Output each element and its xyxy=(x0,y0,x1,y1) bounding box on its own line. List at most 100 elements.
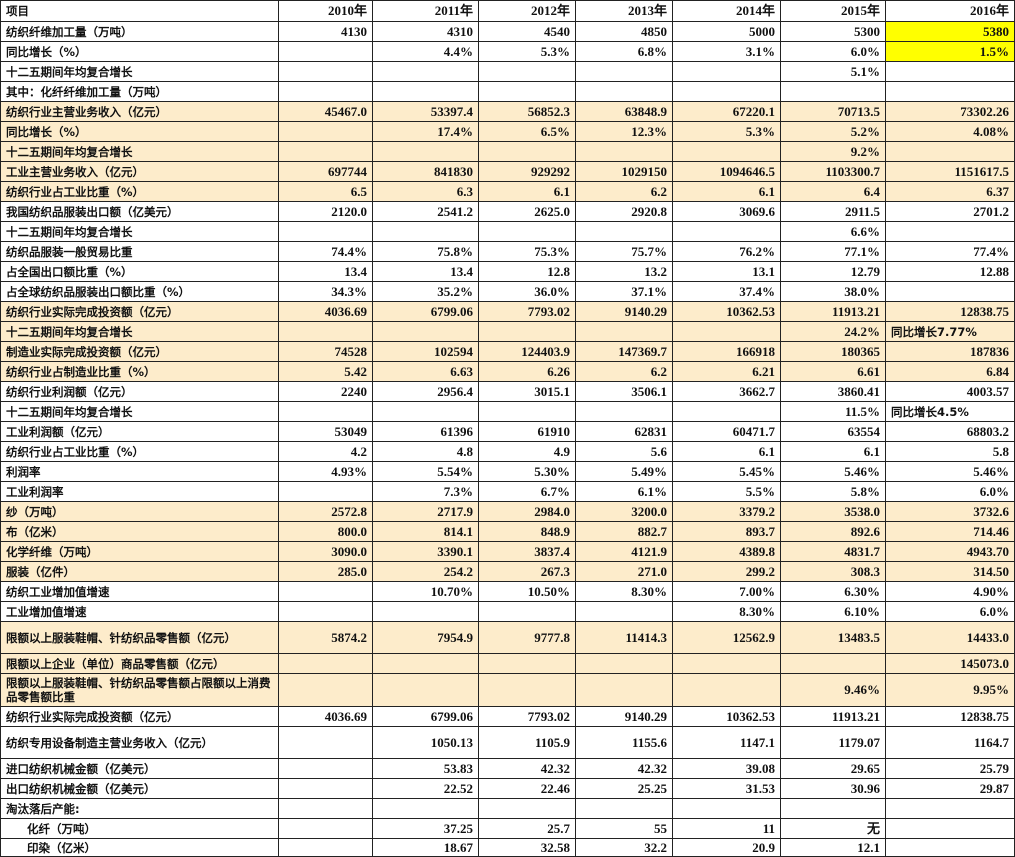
cell-2010: 2240 xyxy=(278,381,373,402)
cell-2014 xyxy=(672,81,781,102)
header-year-2014: 2014年 xyxy=(672,0,781,22)
cell-2014: 11 xyxy=(672,818,781,839)
cell-2014: 5.3% xyxy=(672,121,781,142)
cell-2013: 3506.1 xyxy=(575,381,673,402)
table-row: 纺织纤维加工量（万吨） 4130 4310 4540 4850 5000 5300 5380 xyxy=(0,21,1015,42)
table-row: 制造业实际完成投资额（亿元） 74528 102594 124403.9 147369.… xyxy=(0,341,1015,362)
cell-2015: 3538.0 xyxy=(780,501,886,522)
cell-2016 xyxy=(885,81,1015,102)
cell-2014: 1147.1 xyxy=(672,726,781,759)
cell-2014: 3379.2 xyxy=(672,501,781,522)
table-row: 十二五期间年均复合增长 5.1% xyxy=(0,61,1015,82)
row-label: 限额以上服装鞋帽、针纺织品零售额占限额以上消费品零售额比重 xyxy=(0,673,279,707)
cell-2016: 4003.57 xyxy=(885,381,1015,402)
table-row: 同比增长（%） 4.4% 5.3% 6.8% 3.1% 6.0% 1.5% xyxy=(0,41,1015,62)
cell-2010: 45467.0 xyxy=(278,101,373,122)
cell-2011 xyxy=(372,673,479,707)
cell-2014: 67220.1 xyxy=(672,101,781,122)
row-label: 纺织行业实际完成投资额（亿元） xyxy=(0,706,279,727)
table-row: 限额以上服装鞋帽、针纺织品零售额占限额以上消费品零售额比重 9.46% 9.95% xyxy=(0,673,1015,707)
cell-2013 xyxy=(575,673,673,707)
cell-2015: 6.1 xyxy=(780,441,886,462)
cell-2016 xyxy=(885,838,1015,857)
cell-2011: 6.63 xyxy=(372,361,479,382)
row-label: 工业利润率 xyxy=(0,481,279,502)
cell-2014: 8.30% xyxy=(672,601,781,622)
cell-2013: 5.49% xyxy=(575,461,673,482)
cell-2016: 1151617.5 xyxy=(885,161,1015,182)
cell-2013: 4850 xyxy=(575,21,673,42)
cell-2010 xyxy=(278,121,373,142)
row-label: 限额以上服装鞋帽、针纺织品零售额（亿元） xyxy=(0,621,279,654)
cell-2010 xyxy=(278,601,373,622)
cell-2015: 70713.5 xyxy=(780,101,886,122)
cell-2013: 9140.29 xyxy=(575,301,673,322)
cell-2013: 6.2 xyxy=(575,361,673,382)
cell-2015: 308.3 xyxy=(780,561,886,582)
cell-2015: 77.1% xyxy=(780,241,886,262)
table-row: 其中：化纤纤维加工量（万吨） xyxy=(0,81,1015,102)
row-label: 我国纺织品服装出口额（亿美元） xyxy=(0,201,279,222)
cell-2014: 4389.8 xyxy=(672,541,781,562)
cell-2011: 13.4 xyxy=(372,261,479,282)
cell-2010: 4036.69 xyxy=(278,706,373,727)
row-label: 十二五期间年均复合增长 xyxy=(0,61,279,82)
cell-2016: 6.84 xyxy=(885,361,1015,382)
cell-2014: 3662.7 xyxy=(672,381,781,402)
cell-2012: 6.1 xyxy=(478,181,576,202)
cell-2012 xyxy=(478,321,576,342)
header-year-2010: 2010年 xyxy=(278,0,373,22)
row-label: 同比增长（%） xyxy=(0,41,279,62)
cell-2010: 3090.0 xyxy=(278,541,373,562)
row-label: 其中：化纤纤维加工量（万吨） xyxy=(0,81,279,102)
cell-2012: 5.30% xyxy=(478,461,576,482)
cell-2011 xyxy=(372,61,479,82)
cell-2013: 63848.9 xyxy=(575,101,673,122)
cell-2016: 4.08% xyxy=(885,121,1015,142)
cell-2014: 3069.6 xyxy=(672,201,781,222)
cell-2016 xyxy=(885,221,1015,242)
table-row: 化纤（万吨） 37.25 25.7 55 11 无 xyxy=(0,818,1015,839)
cell-2013 xyxy=(575,798,673,819)
cell-2015: 6.6% xyxy=(780,221,886,242)
cell-2012: 7793.02 xyxy=(478,706,576,727)
cell-2016: 145073.0 xyxy=(885,653,1015,674)
cell-2014: 6.1 xyxy=(672,441,781,462)
table-row: 纺织行业实际完成投资额（亿元） 4036.69 6799.06 7793.02 9140… xyxy=(0,706,1015,727)
table-row: 十二五期间年均复合增长 11.5% 同比增长4.5% xyxy=(0,401,1015,422)
cell-2010 xyxy=(278,41,373,62)
table-body: 纺织纤维加工量（万吨） 4130 4310 4540 4850 5000 5300 5380 同… xyxy=(0,21,1015,857)
cell-2010 xyxy=(278,221,373,242)
cell-2013: 9140.29 xyxy=(575,706,673,727)
cell-2011: 6.3 xyxy=(372,181,479,202)
cell-2013 xyxy=(575,221,673,242)
cell-2013: 25.25 xyxy=(575,778,673,799)
cell-2011 xyxy=(372,321,479,342)
cell-2010: 4036.69 xyxy=(278,301,373,322)
cell-2015: 24.2% xyxy=(780,321,886,342)
cell-2013: 12.3% xyxy=(575,121,673,142)
table-row: 限额以上服装鞋帽、针纺织品零售额（亿元） 5874.2 7954.9 9777.8 11… xyxy=(0,621,1015,654)
cell-2013: 75.7% xyxy=(575,241,673,262)
cell-2011: 22.52 xyxy=(372,778,479,799)
cell-2012 xyxy=(478,673,576,707)
cell-2014: 6.21 xyxy=(672,361,781,382)
cell-2010: 6.5 xyxy=(278,181,373,202)
row-label: 纺织工业增加值增速 xyxy=(0,581,279,602)
cell-2011: 35.2% xyxy=(372,281,479,302)
cell-2016 xyxy=(885,141,1015,162)
cell-2014: 893.7 xyxy=(672,521,781,542)
cell-2014: 3.1% xyxy=(672,41,781,62)
cell-2016: 9.95% xyxy=(885,673,1015,707)
table-row: 纺织工业增加值增速 10.70% 10.50% 8.30% 7.00% 6.30% 4.90… xyxy=(0,581,1015,602)
cell-2012: 124403.9 xyxy=(478,341,576,362)
row-label: 工业利润额（亿元） xyxy=(0,421,279,442)
cell-2014: 31.53 xyxy=(672,778,781,799)
cell-2015: 6.0% xyxy=(780,41,886,62)
cell-2011: 18.67 xyxy=(372,838,479,857)
cell-2014 xyxy=(672,673,781,707)
cell-2010 xyxy=(278,726,373,759)
header-item-label: 项目 xyxy=(0,0,279,22)
row-label: 化纤（万吨） xyxy=(0,818,279,839)
table-row: 十二五期间年均复合增长 24.2% 同比增长7.77% xyxy=(0,321,1015,342)
